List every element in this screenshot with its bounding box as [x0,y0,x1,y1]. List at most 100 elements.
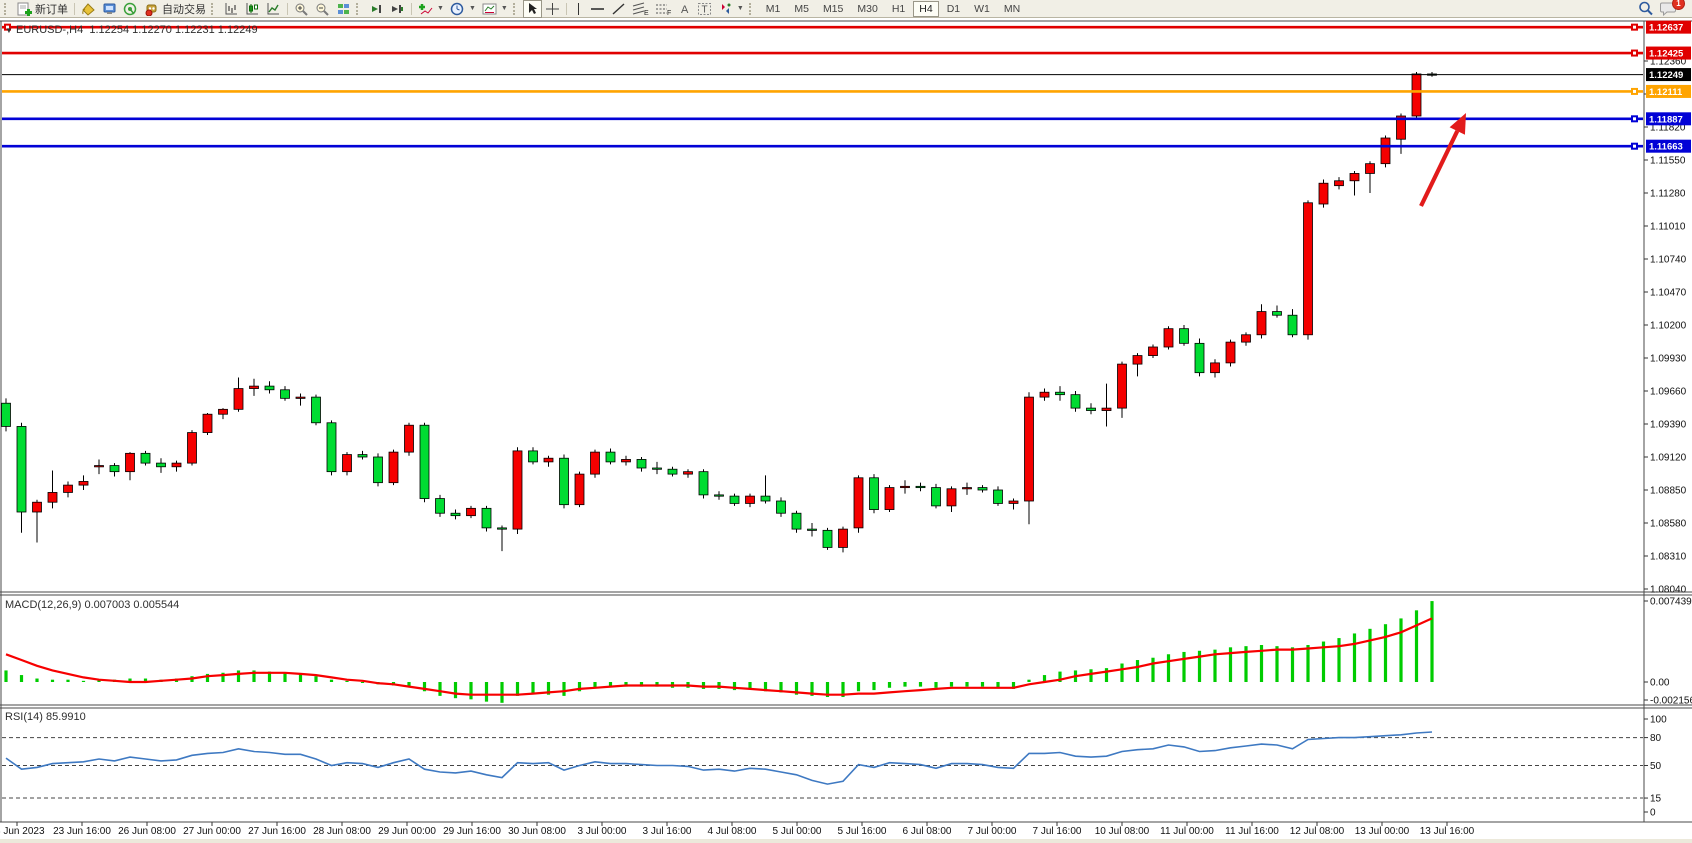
indicators-button[interactable]: ▼ [415,0,447,18]
candle-body [63,484,73,493]
text-button[interactable]: A [675,0,694,18]
candle-body [388,451,399,484]
price-tick-label: 1.10200 [1650,321,1687,332]
timeframe-m15[interactable]: M15 [822,2,844,15]
price-label-text: 1.12111 [1649,87,1683,98]
candle-body [233,388,244,410]
line-chart-icon [266,2,281,16]
macd-histogram-bar [267,671,272,682]
macd-histogram-bar [732,682,737,691]
timeframe-w1[interactable]: W1 [974,2,990,15]
macd-histogram-bar [360,682,365,683]
vertical-line-icon [573,2,584,16]
terminal-button[interactable] [99,0,120,18]
fibo-retracement-f-button[interactable]: F [652,0,675,18]
svg-text:F: F [667,10,671,16]
toolbar-grip[interactable] [4,2,10,15]
trendline-button[interactable] [608,0,629,18]
candle-body [667,468,678,475]
arrows-button[interactable]: ▼ [715,0,747,18]
auto-scroll-button[interactable] [366,0,387,18]
red-arrow-annotation-line[interactable] [1419,130,1460,207]
red-arrow-annotation-head[interactable] [1449,113,1466,135]
candle-body [1396,115,1406,140]
macd-histogram-bar [841,682,845,698]
text-label-icon: T [697,2,712,16]
candle-body [683,471,693,475]
styler-icon [81,2,96,16]
timeframe-h1[interactable]: H1 [891,2,906,15]
macd-histogram-bar [19,675,24,682]
toolbar-grip[interactable] [748,2,755,15]
new-order-button[interactable]: 新订单 [14,0,71,18]
macd-histogram-bar [1182,651,1186,682]
time-tick-label: 13 Jul 16:00 [1420,826,1475,837]
candle-body [729,495,740,504]
cursor-button[interactable] [522,0,542,18]
horizontal-line-button[interactable] [587,0,608,18]
time-tick-label: 12 Jul 08:00 [1290,826,1345,837]
periods-button[interactable]: ▼ [447,0,479,18]
timeframe-h4[interactable]: H4 [913,0,939,17]
svg-text:A: A [681,4,689,16]
toolbar-grip[interactable] [512,2,519,15]
candle-body [1287,314,1298,336]
vertical-line-button[interactable] [570,0,587,18]
signals-icon [123,2,138,16]
macd-histogram-bar [1414,610,1419,682]
price-tick-label: 1.11280 [1650,189,1686,200]
price-tick-label: 1.11010 [1650,222,1686,233]
time-tick-label: 7 Jul 00:00 [968,826,1017,837]
toolbar-grip[interactable] [356,2,362,15]
timeframe-m30[interactable]: M30 [857,2,878,15]
candle-body [497,527,507,530]
timeframe-d1[interactable]: D1 [946,2,961,15]
bar-chart-button[interactable] [221,0,242,18]
chart-symbol-title: EURUSD-,H4 [15,24,84,36]
chart-shift-button[interactable] [387,0,408,18]
timeframe-m1[interactable]: M1 [765,2,781,15]
candle-body [512,450,523,530]
candle-body [931,487,941,507]
candle-body [47,492,58,503]
fibo-channel-e-button[interactable]: E [629,0,652,18]
window-bottom-strip [0,839,1692,843]
macd-histogram-bar [794,682,799,695]
styler-button[interactable] [78,0,99,18]
candle-body [543,457,554,463]
candle-body [760,495,771,502]
chart-collapse-arrow[interactable]: ▼ [5,26,13,35]
time-tick-label: 23 Jun 2023 [0,826,45,837]
chat-button[interactable]: 1 [1657,0,1685,18]
hline-handle-center [1633,117,1636,121]
macd-scale-label: 0.00 [1650,678,1670,689]
signals-button[interactable] [120,0,141,18]
crosshair-button[interactable] [542,0,563,18]
price-label-badge [1646,112,1691,126]
macd-histogram-bar [531,682,535,694]
candle-body [1086,407,1096,411]
time-tick-label: 10 Jul 08:00 [1095,826,1150,837]
tile-windows-button[interactable] [333,0,354,18]
macd-histogram-bar [655,682,659,687]
macd-histogram-bar [763,682,768,692]
text-label-button[interactable]: T [694,0,715,18]
search-button[interactable] [1635,0,1657,18]
macd-histogram-bar [298,673,303,682]
line-chart-button[interactable] [263,0,284,18]
macd-histogram-bar [221,672,225,682]
templates-button[interactable]: ▼ [479,0,511,18]
zoom-out-button[interactable] [312,0,333,18]
price-tick-label: 1.08040 [1650,585,1687,596]
timeframe-m5[interactable]: M5 [794,2,809,15]
time-tick-label: 28 Jun 08:00 [313,826,371,837]
autotrade-button[interactable]: 自动交易 [141,0,209,18]
zoom-in-button[interactable] [291,0,312,18]
candlestick-chart-button[interactable] [242,0,263,18]
price-tick-label: 1.11820 [1650,123,1686,134]
toolbar-grip[interactable] [211,2,217,15]
timeframe-mn[interactable]: MN [1003,2,1021,15]
macd-histogram-bar [965,682,969,687]
